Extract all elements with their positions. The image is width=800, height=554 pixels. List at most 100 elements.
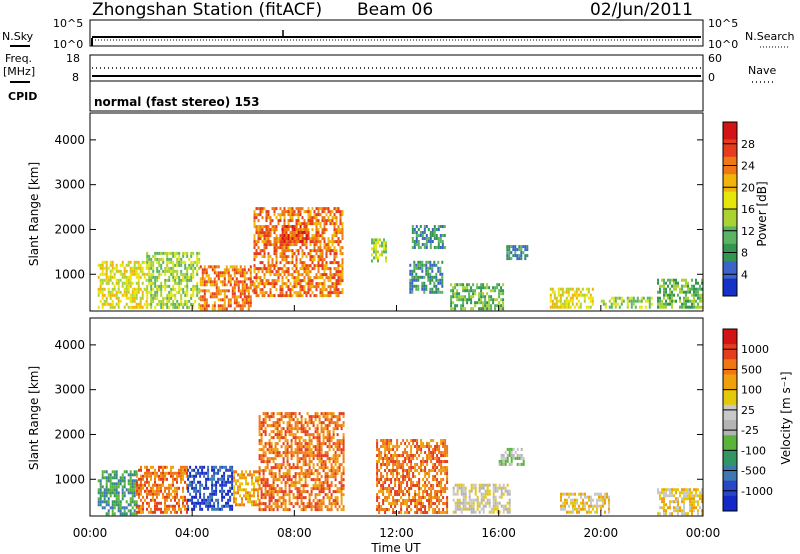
velocity-cell [386,508,389,511]
power-cell [494,304,497,308]
velocity-cell [332,490,335,494]
velocity-cell [217,498,220,502]
power-cell [648,299,651,303]
power-cell [484,301,487,305]
power-cell [313,222,316,226]
power-cell [215,295,218,299]
velocity-cell [264,508,267,512]
power-cell [259,276,262,280]
power-cell [184,284,187,288]
velocity-cell [221,477,224,481]
velocity-cell [276,412,279,416]
velocity-cell [164,498,166,502]
velocity-cell [486,489,489,493]
velocity-cell [314,454,317,458]
velocity-cell [390,454,393,457]
power-cell [172,284,175,288]
velocity-cell [278,463,281,467]
power-cell [691,293,693,297]
velocity-cell [408,469,411,472]
velocity-cell [262,508,265,512]
power-cell [460,304,463,308]
velocity-cell [410,448,413,451]
velocity-cell [402,481,405,484]
power-cell [203,292,206,296]
power-cell [303,288,306,292]
power-cell [287,279,290,283]
velocity-cell [219,468,222,472]
power-cell [277,237,280,241]
power-cell [267,270,270,274]
power-cell [207,265,210,269]
power-cell [291,276,294,280]
velocity-cell [402,475,405,478]
velocity-cell [426,445,429,448]
power-cell [291,249,294,253]
velocity-cell [174,507,176,511]
velocity-cell [404,493,407,496]
power-cell [194,260,197,264]
power-cell [225,268,228,272]
power-cell [269,273,272,277]
power-cell [291,285,294,289]
velocity-cell [266,493,269,497]
power-cell [309,255,312,259]
power-cell [307,207,310,211]
velocity-cell [512,453,515,457]
velocity-cell [300,496,303,500]
velocity-cell [338,418,341,422]
power-cell [127,305,130,309]
power-cell [135,260,138,264]
power-cell [227,277,230,281]
power-cell [520,245,523,249]
power-cell [589,299,592,303]
power-cell [309,243,312,247]
power-cell [99,263,102,267]
velocity-cell [376,505,379,508]
power-cell [105,275,108,279]
velocity-cell [302,427,305,431]
velocity-cell [231,480,234,484]
power-cell [141,305,144,309]
power-cell [508,251,511,255]
power-cell [413,240,416,243]
velocity-cell [422,484,425,487]
power-cell [555,305,558,309]
velocity-cell [217,504,220,508]
velocity-cell [193,480,196,484]
power-cell [661,305,663,309]
velocity-cell [392,487,395,490]
power-cell [285,285,288,289]
velocity-cell [140,489,142,493]
power-cell [466,289,469,293]
velocity-cell [408,496,411,499]
power-cell [303,243,306,247]
velocity-cell [217,480,220,484]
power-cell [313,243,316,247]
velocity-cell [270,505,273,509]
power-cell [319,288,322,292]
power-cell [311,249,314,253]
velocity-cell [131,506,134,510]
velocity-cell [322,460,325,464]
power-cell [160,299,163,303]
velocity-cell [376,454,379,457]
velocity-cell [312,436,315,440]
velocity-cell [392,469,395,472]
velocity-cell [227,501,230,505]
velocity-cell [402,469,405,472]
velocity-cell [276,421,279,425]
power-cell [253,237,256,241]
power-cell [299,267,302,271]
velocity-cell [342,493,345,497]
velocity-cell [156,492,158,496]
power-cell [99,299,102,303]
velocity-cell [255,503,257,507]
velocity-cell [298,439,301,443]
power-cell [184,272,187,276]
power-cell [563,290,566,294]
power-cell [417,266,420,270]
velocity-cell [268,448,271,452]
power-colorbar-tick-label: 28 [741,138,755,151]
velocity-cell [472,510,475,514]
